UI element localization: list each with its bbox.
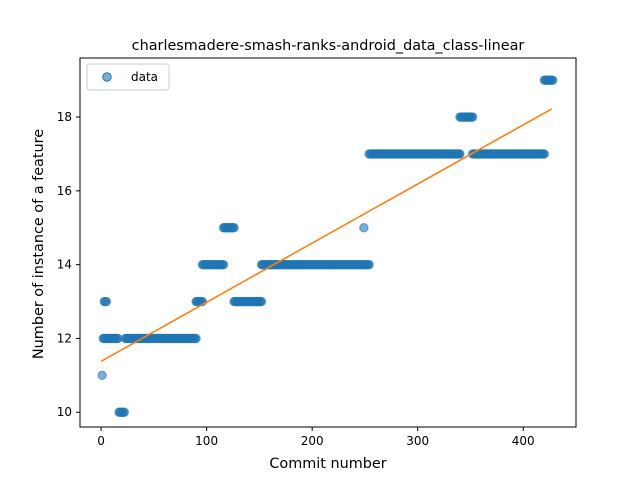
y-tick-label: 18 [57,110,72,124]
plot-area [97,75,558,417]
legend-frame [86,63,170,91]
legend-marker-data [102,72,112,82]
y-tick-label: 14 [57,258,72,272]
axes-frame [79,57,577,428]
y-tick-label: 10 [57,405,72,419]
chart-title: charlesmadere-smash-ranks-android_data_c… [132,38,525,54]
data-point [229,223,239,233]
x-tick-label: 100 [195,434,218,448]
y-tick-label: 16 [57,184,72,198]
data-point [467,112,478,122]
data-point [97,370,107,381]
x-tick-label: 400 [512,434,535,448]
y-tick-label: 12 [57,331,72,345]
x-tick-label: 0 [97,434,105,448]
legend: data [86,63,170,91]
x-tick-label: 300 [406,434,429,448]
data-point [256,296,267,307]
x-tick-label: 200 [301,434,324,448]
fit-line [100,108,553,363]
data-point [218,259,229,270]
x-axis-label: Commit number [269,456,386,472]
data-point [364,259,374,270]
legend-label-data: data [131,70,158,84]
data-point [101,296,112,307]
data-point [359,223,369,233]
axis-ticks: 0 100 200 300 400 10 12 14 16 18 [57,57,577,448]
y-axis-label: Number of instance of a feature [31,129,47,359]
data-point [548,75,558,85]
data-point [455,149,465,159]
data-point [539,149,550,159]
data-point [119,407,130,417]
data-point [191,333,201,344]
